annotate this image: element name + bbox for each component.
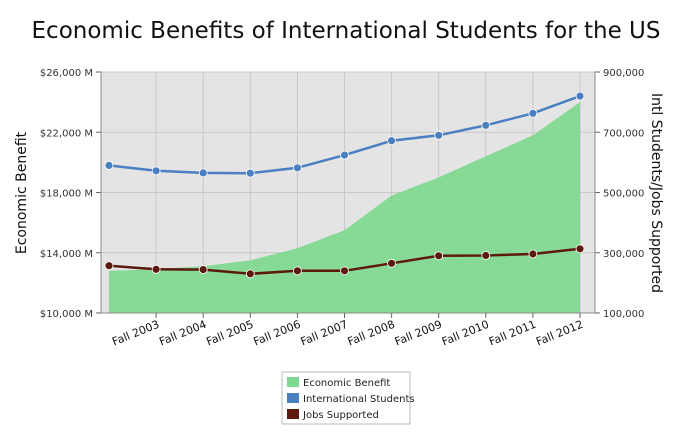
left-axis-label: Economic Benefit: [14, 131, 30, 254]
international-students-point: [104, 160, 114, 170]
y-left-tick-label: $10,000 M: [40, 309, 93, 320]
jobs-supported-legend-label: Jobs Supported: [302, 410, 379, 421]
x-tick-label: Fall 2004: [157, 318, 208, 349]
x-tick-label: Fall 2008: [346, 318, 397, 349]
international-students-legend-label: International Students: [303, 394, 415, 405]
x-tick-label: Fall 2011: [487, 318, 538, 349]
y-left-tick-label: $18,000 M: [40, 189, 93, 200]
international-students-point: [575, 91, 585, 101]
international-students-point: [434, 130, 444, 140]
jobs-supported-point: [387, 258, 397, 268]
jobs-supported-point: [245, 269, 255, 279]
x-tick-label: Fall 2012: [534, 318, 585, 349]
jobs-supported-point: [104, 261, 114, 271]
area-layer: [109, 102, 580, 313]
x-tick-label: Fall 2007: [299, 318, 350, 349]
jobs-supported-legend-swatch: [287, 409, 299, 419]
jobs-supported-point: [340, 266, 349, 276]
international-students-point: [198, 168, 208, 178]
international-students-point: [340, 150, 349, 160]
right-axis-label: Intl Students/Jobs Supported: [648, 93, 664, 293]
y-right-tick-label: 500,000: [603, 189, 644, 200]
jobs-supported-point: [575, 244, 585, 254]
y-left-tick-label: $14,000 M: [40, 249, 93, 260]
legend: Economic Benefit International Students Jo…: [281, 371, 415, 425]
y-right-tick-label: 900,000: [603, 68, 644, 79]
x-tick-label: Fall 2003: [110, 318, 161, 349]
axes: [96, 71, 600, 318]
line-layer: [104, 91, 585, 279]
international-students-point: [292, 163, 302, 173]
jobs-supported-point: [434, 251, 444, 261]
y-right-tick-label: 700,000: [603, 128, 644, 139]
international-students-point: [151, 166, 161, 176]
legend-box: [281, 371, 411, 425]
jobs-supported-point: [292, 266, 302, 276]
international-students-point: [481, 120, 491, 130]
economic-benefit-legend-label: Economic Benefit: [303, 378, 390, 389]
x-tick-label: Fall 2010: [440, 318, 491, 349]
y-left-tick-label: $22,000 M: [40, 128, 93, 139]
x-tick-label: Fall 2005: [204, 318, 255, 349]
economic-benefit-legend-swatch: [287, 377, 299, 387]
international-students-point: [528, 108, 538, 118]
y-right-tick-label: 300,000: [603, 249, 644, 260]
y-right-tick-label: 100,000: [603, 309, 644, 320]
international-students-point: [387, 136, 397, 146]
jobs-supported-point: [151, 264, 161, 274]
economic-benefit-area: [109, 102, 580, 313]
international-students-legend-swatch: [287, 393, 299, 403]
jobs-supported-point: [198, 265, 208, 275]
jobs-supported-point: [481, 251, 491, 260]
x-tick-label: Fall 2006: [252, 318, 303, 349]
chart-title: Economic Benefits of International Stude…: [32, 18, 661, 44]
jobs-supported-point: [528, 249, 538, 259]
y-left-tick-label: $26,000 M: [40, 68, 93, 79]
international-students-point: [245, 168, 255, 178]
x-tick-label: Fall 2009: [393, 318, 444, 349]
